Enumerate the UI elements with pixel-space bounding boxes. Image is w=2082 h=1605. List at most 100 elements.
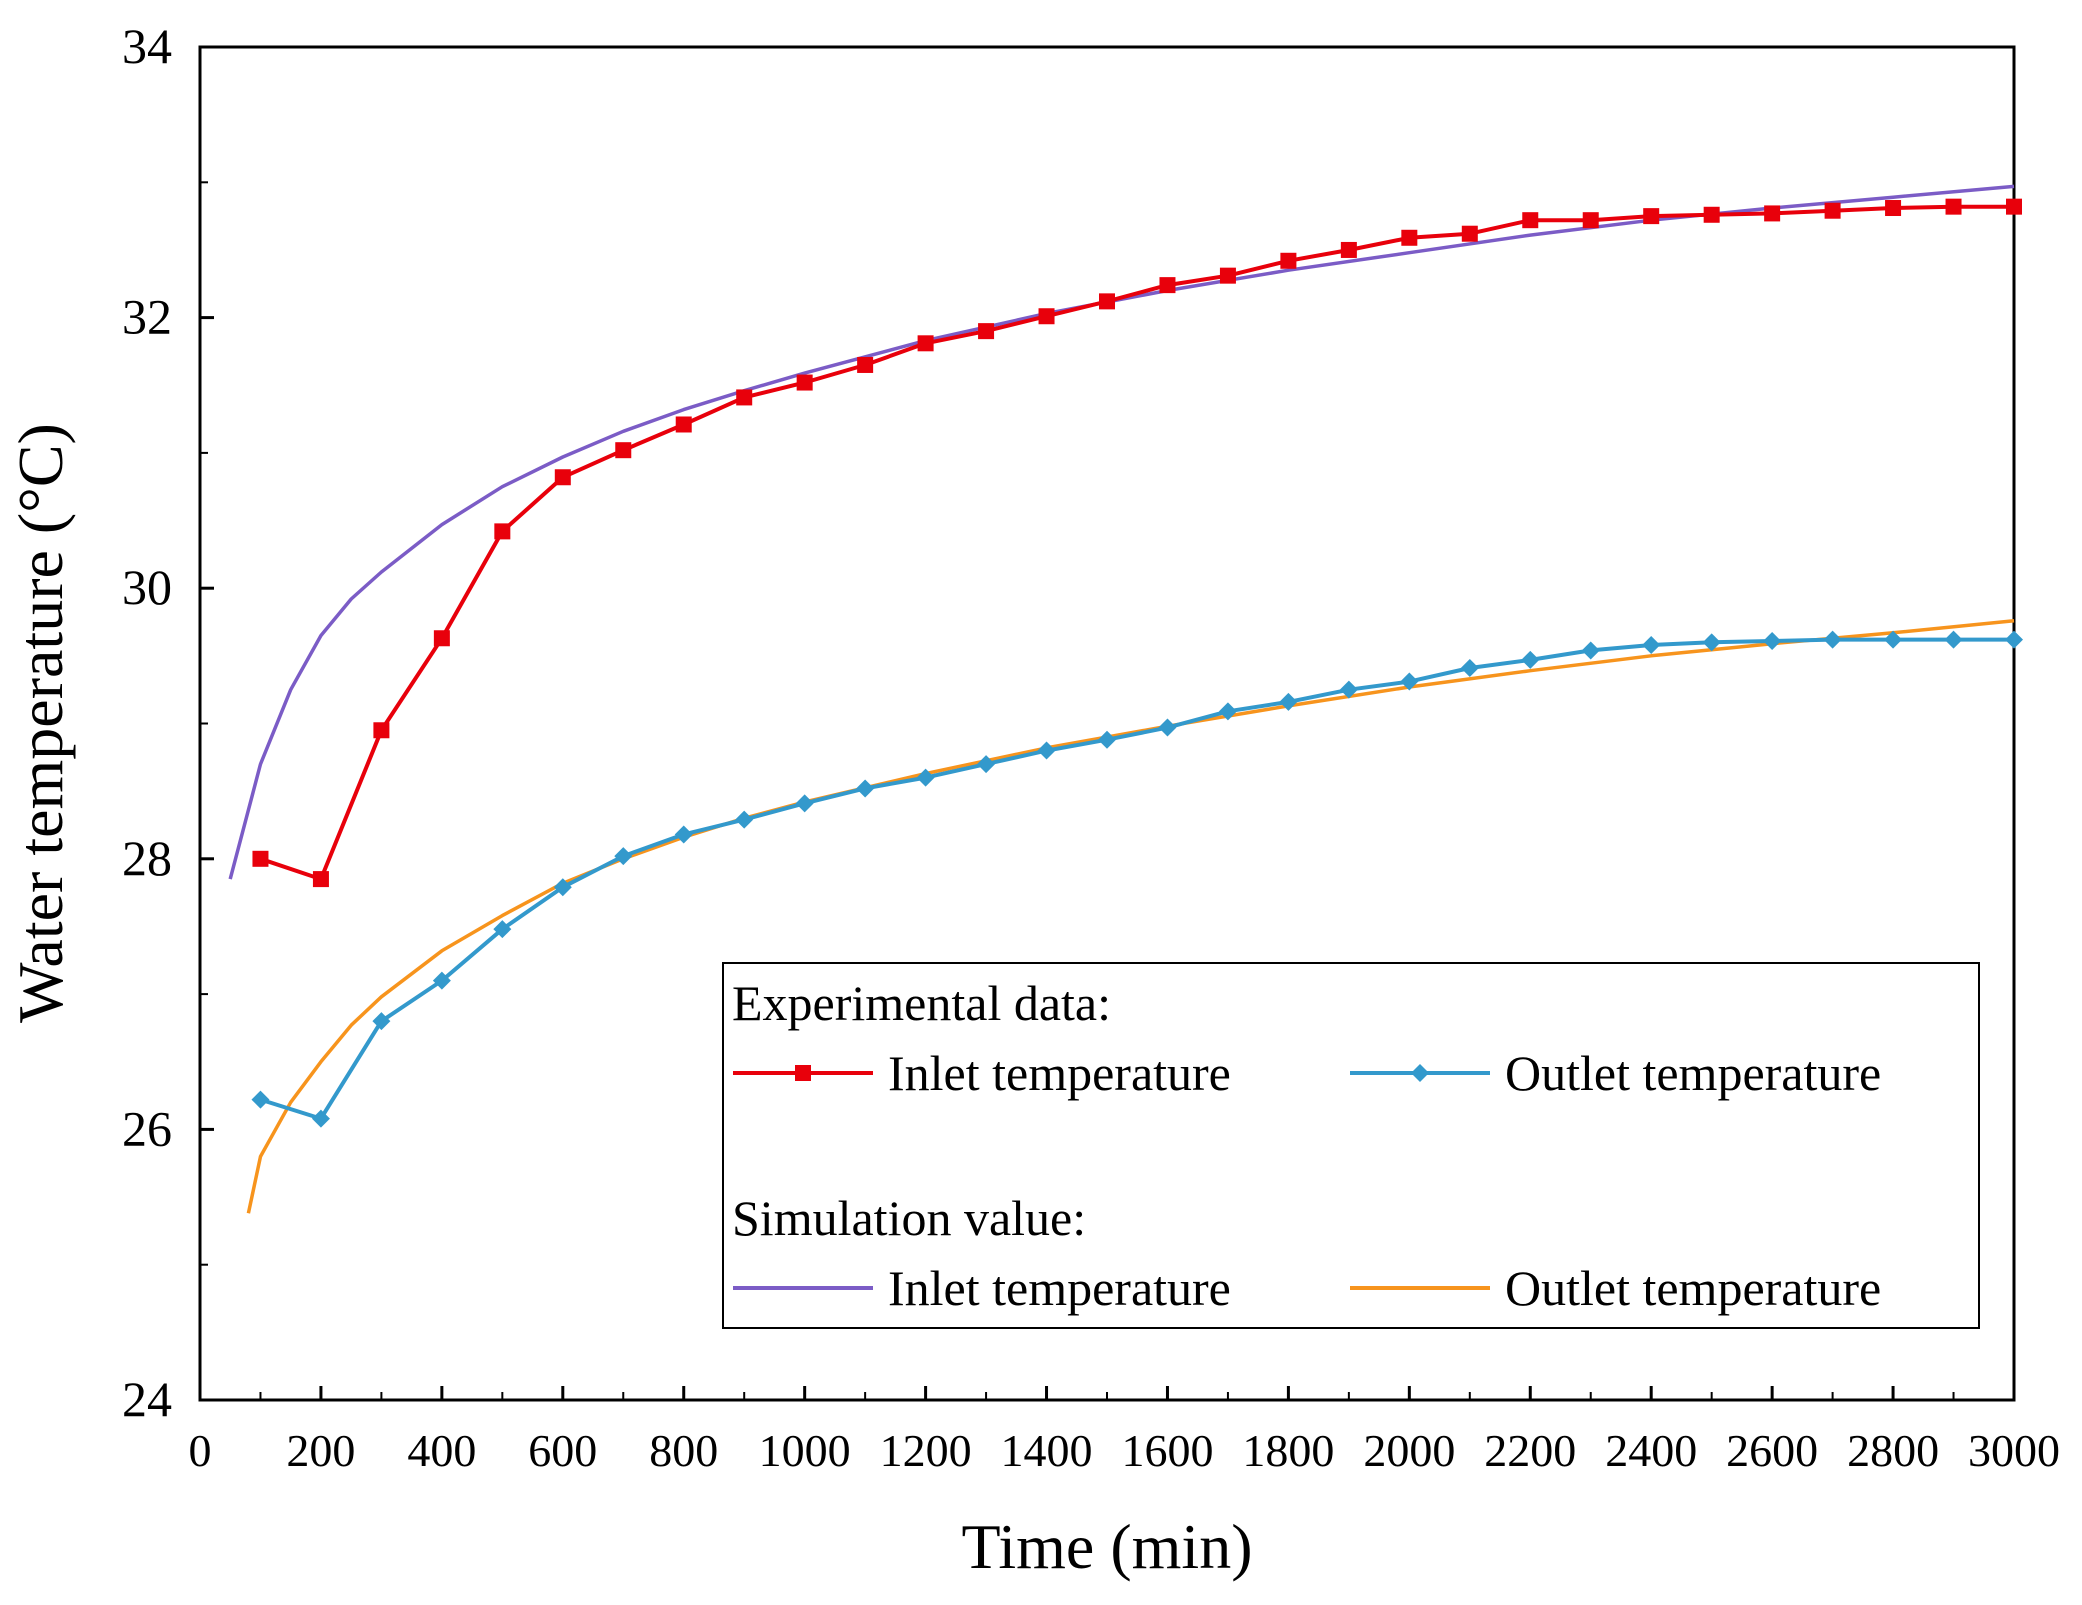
series-line-exp-outlet xyxy=(259,637,2014,1121)
y-tick-label: 28 xyxy=(122,830,172,886)
data-point xyxy=(1582,212,1599,229)
data-point xyxy=(372,1012,391,1031)
data-point xyxy=(796,374,813,391)
data-point xyxy=(433,630,450,647)
data-point xyxy=(1401,229,1418,246)
data-point xyxy=(1642,636,1661,655)
data-point xyxy=(1763,631,1782,650)
data-point xyxy=(857,356,874,373)
series-layer xyxy=(228,184,2023,1214)
legend-exp-inlet-label: Inlet temperature xyxy=(888,1045,1231,1101)
data-point xyxy=(2005,630,2023,649)
data-point xyxy=(1581,641,1600,660)
data-point xyxy=(432,971,451,990)
legend-exp-outlet-marker xyxy=(1411,1064,1429,1082)
data-point xyxy=(554,469,571,486)
legend-group-experimental-title: Experimental data: xyxy=(732,975,1111,1031)
data-point xyxy=(795,794,814,813)
x-tick-label: 2400 xyxy=(1605,1425,1697,1476)
data-point xyxy=(1340,241,1357,258)
data-point xyxy=(2006,198,2022,215)
legend-sim-outlet-label: Outlet temperature xyxy=(1505,1260,1881,1316)
y-tick-label: 26 xyxy=(122,1100,172,1156)
data-point xyxy=(978,323,995,340)
x-tick-labels: 0 200 400 600 800 1000 1200 1400 1600 1800 2000 220… xyxy=(189,1425,2061,1476)
x-tick-label: 2200 xyxy=(1484,1425,1576,1476)
data-point xyxy=(1884,630,1903,649)
data-point xyxy=(917,335,934,352)
data-point xyxy=(1098,730,1116,749)
data-point xyxy=(1400,672,1419,691)
data-point xyxy=(1158,718,1177,737)
x-tick-label: 3000 xyxy=(1968,1425,2060,1476)
data-point xyxy=(1521,650,1540,669)
legend-sim-inlet-label: Inlet temperature xyxy=(888,1260,1231,1316)
data-point xyxy=(1522,212,1539,229)
series-line-exp-inlet xyxy=(259,204,2014,882)
data-point xyxy=(735,810,754,829)
data-point xyxy=(1280,252,1297,269)
y-axis-label: Water temperature (°C) xyxy=(5,423,76,1023)
series-exp-inlet xyxy=(252,198,2022,888)
x-tick-label: 600 xyxy=(528,1425,597,1476)
data-point xyxy=(1038,308,1055,325)
data-point xyxy=(494,523,511,540)
data-point xyxy=(312,871,329,888)
legend-group-simulation-title: Simulation value: xyxy=(732,1190,1086,1246)
x-tick-label: 400 xyxy=(407,1425,476,1476)
legend-exp-outlet-label: Outlet temperature xyxy=(1505,1045,1881,1101)
axis-ticks xyxy=(198,45,2016,1402)
x-tick-label: 200 xyxy=(286,1425,355,1476)
x-tick-label: 1000 xyxy=(759,1425,851,1476)
data-point xyxy=(1461,225,1478,242)
data-point xyxy=(251,1090,270,1109)
y-tick-label: 32 xyxy=(122,289,172,345)
data-point xyxy=(1279,692,1298,711)
legend-exp-inlet-marker xyxy=(795,1065,811,1081)
data-point xyxy=(1218,702,1237,721)
x-axis-label: Time (min) xyxy=(962,1511,1253,1582)
data-point xyxy=(1037,741,1056,760)
y-tick-label: 24 xyxy=(122,1371,172,1427)
data-point xyxy=(1823,630,1842,649)
x-tick-label: 1200 xyxy=(880,1425,972,1476)
x-tick-label: 2600 xyxy=(1726,1425,1818,1476)
x-tick-label: 2800 xyxy=(1847,1425,1939,1476)
data-point xyxy=(977,755,996,774)
data-point xyxy=(916,768,935,787)
data-point xyxy=(493,920,512,939)
data-point xyxy=(252,850,269,867)
data-point xyxy=(615,442,632,459)
data-point xyxy=(1219,267,1236,284)
legend: Experimental data: Inlet temperature Out… xyxy=(722,962,1980,1329)
data-point xyxy=(614,847,633,866)
y-tick-label: 30 xyxy=(122,559,172,615)
data-point xyxy=(553,878,572,897)
data-point xyxy=(736,389,753,406)
data-point xyxy=(1885,200,1902,217)
data-point xyxy=(311,1109,330,1128)
legend-box xyxy=(722,962,1980,1329)
data-point xyxy=(1159,277,1176,294)
data-point xyxy=(373,722,390,739)
data-point xyxy=(674,825,693,844)
data-point xyxy=(1945,198,1962,215)
data-point xyxy=(1703,206,1720,223)
data-point xyxy=(1702,633,1721,652)
x-tick-label: 2000 xyxy=(1363,1425,1455,1476)
x-tick-label: 1800 xyxy=(1242,1425,1334,1476)
data-point xyxy=(1643,208,1660,225)
y-tick-labels: 24 26 28 30 32 34 xyxy=(122,18,172,1427)
data-point xyxy=(1460,659,1479,678)
data-point xyxy=(856,779,875,798)
data-point xyxy=(1099,293,1115,310)
data-point xyxy=(1824,202,1841,219)
x-tick-label: 800 xyxy=(649,1425,718,1476)
data-point xyxy=(1944,630,1963,649)
data-point xyxy=(1339,680,1358,699)
series-exp-outlet xyxy=(251,630,2023,1128)
data-point xyxy=(1764,205,1781,222)
y-tick-label: 34 xyxy=(122,18,172,74)
x-tick-label: 0 xyxy=(189,1425,212,1476)
